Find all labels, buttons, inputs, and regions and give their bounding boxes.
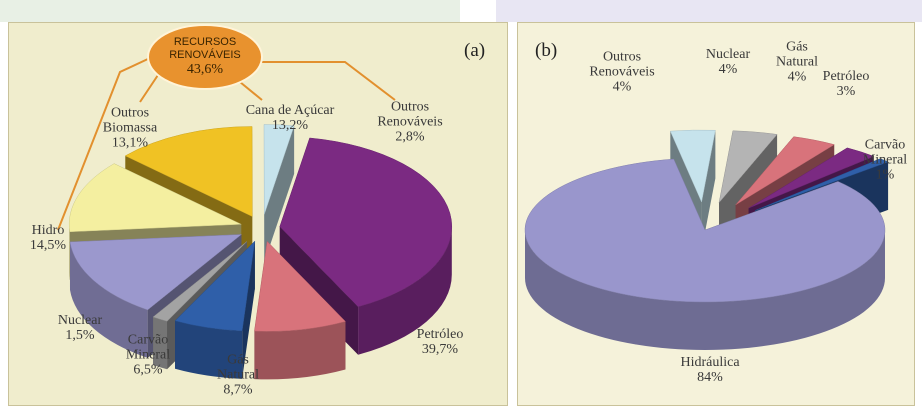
slice-label: Gás Natural 4%	[767, 40, 827, 85]
annotation: RECURSOS RENOVÁVEIS 43,6%	[165, 36, 245, 78]
slice-value: 2,8%	[395, 129, 425, 145]
slice-label: Carvão Mineral 1%	[855, 138, 915, 183]
slice-top	[669, 129, 716, 203]
background-strip	[496, 0, 922, 22]
slice-value: 13,1%	[111, 135, 149, 151]
annotation-text: RECURSOS RENOVÁVEIS	[169, 36, 241, 61]
slice	[279, 137, 452, 355]
slice-face	[701, 130, 716, 251]
slice-value: 8,7%	[223, 382, 253, 398]
slice-label: Hidráulica 84%	[670, 355, 750, 385]
slice-name: Gás Natural	[217, 352, 259, 383]
panel-label: (b)	[535, 40, 558, 61]
slice-label: Gás Natural 8,7%	[208, 353, 268, 398]
slice-label: Outros Biomassa 13,1%	[90, 106, 170, 151]
annotation-value: 43,6%	[186, 62, 224, 77]
annotation-line	[239, 81, 263, 101]
slice-side	[254, 321, 346, 380]
slice-top	[279, 137, 452, 308]
slice-value: 39,7%	[421, 342, 459, 357]
slice-side	[358, 226, 452, 355]
slice-label: Hidro 14,5%	[18, 223, 78, 253]
slice-name: Gás Natural	[776, 39, 818, 70]
slice-name: Hidro	[31, 223, 65, 238]
panel-label: (a)	[464, 40, 486, 61]
slice-side	[69, 224, 70, 280]
slice-name: Hidráulica	[680, 355, 740, 370]
slice-top	[68, 163, 242, 233]
annotation-line	[57, 57, 151, 231]
slice-value: 1,5%	[65, 328, 95, 343]
background-strip	[0, 0, 460, 22]
slice-top	[174, 240, 256, 332]
slice-top	[263, 124, 295, 215]
slice-name: Petróleo	[822, 69, 870, 84]
slice-top	[524, 158, 886, 303]
slice-label: Outros Renováveis 2,8%	[365, 100, 455, 145]
slice-label: Cana de Açúcar 13,2%	[225, 103, 355, 133]
slice-value: 1%	[875, 167, 895, 183]
slice-value: 6,5%	[133, 362, 163, 378]
slice-label: Nuclear 4%	[698, 47, 758, 77]
annotation-line	[139, 71, 161, 103]
slice-value: 4%	[718, 62, 738, 77]
slice-value: 84%	[697, 370, 723, 385]
annotation-bubble	[147, 24, 263, 90]
slice-name: Nuclear	[57, 313, 103, 328]
slice-side	[175, 320, 243, 379]
slice-name: Outros Biomassa	[102, 105, 158, 136]
slice-name: Carvão Mineral	[125, 332, 171, 363]
slice-name: Outros Renováveis	[377, 99, 443, 130]
slice-name: Petróleo	[416, 327, 464, 342]
slice-name: Outros Renováveis	[589, 49, 655, 80]
slice-name: Carvão Mineral	[862, 137, 908, 168]
slice-side	[153, 316, 168, 370]
slice-top	[735, 136, 835, 206]
slice-top	[69, 234, 243, 311]
slice-label: Petróleo 3%	[816, 69, 876, 99]
slice-top	[254, 240, 346, 332]
slice-top	[124, 126, 253, 217]
slice	[174, 240, 256, 379]
slice-label: Nuclear 1,5%	[50, 313, 110, 343]
slice-top	[755, 158, 889, 211]
slice	[524, 158, 886, 350]
slice-name: Nuclear	[705, 47, 751, 62]
slice-value: 13,2%	[271, 118, 309, 133]
slice-value: 14,5%	[29, 238, 67, 253]
slice	[254, 240, 346, 380]
slice-top	[748, 147, 875, 209]
slice	[263, 124, 295, 263]
annotation-line	[262, 61, 396, 101]
slice-value: 4%	[612, 79, 632, 95]
slice-top	[152, 241, 248, 322]
slice-label: Petróleo 39,7%	[410, 327, 470, 357]
slice-label: Outros Renováveis 4%	[577, 50, 667, 95]
slice-side	[69, 241, 148, 358]
slice-face	[264, 125, 295, 263]
slice-value: 3%	[836, 84, 856, 99]
slice-value: 4%	[787, 69, 807, 85]
slice-side	[525, 230, 885, 350]
annotation-lines	[57, 57, 396, 231]
slice-label: Carvão Mineral 6,5%	[118, 333, 178, 378]
slice-name: Cana de Açúcar	[245, 103, 335, 118]
slice-top	[718, 130, 778, 204]
